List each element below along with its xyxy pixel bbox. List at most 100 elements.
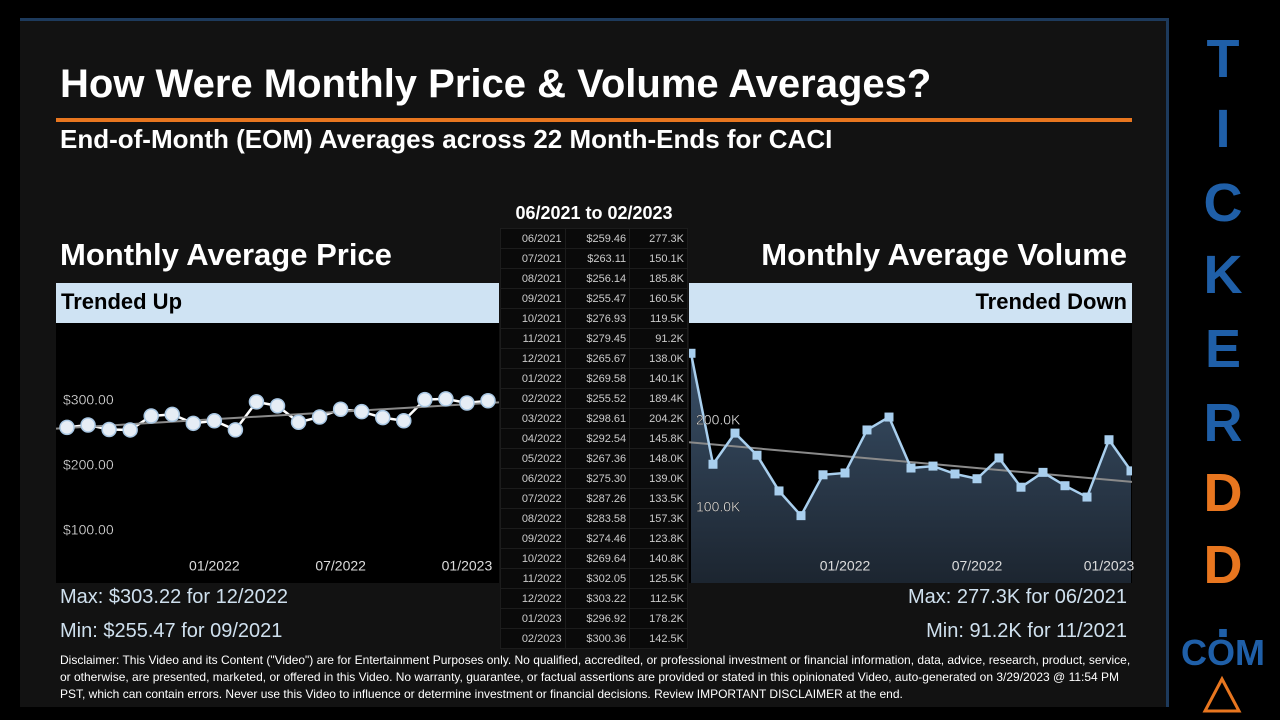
table-cell: $269.64 bbox=[564, 548, 631, 569]
trend-band: Trended Down bbox=[689, 283, 1132, 323]
table-row: 12/2021 $265.67 138.0K bbox=[500, 348, 688, 369]
table-cell: $287.26 bbox=[564, 488, 631, 509]
table-cell: $292.54 bbox=[564, 428, 631, 449]
table-cell: $267.36 bbox=[564, 448, 631, 469]
table-row: 08/2022 $283.58 157.3K bbox=[500, 508, 688, 529]
table-cell: $263.11 bbox=[564, 248, 631, 269]
table-row: 01/2022 $269.58 140.1K bbox=[500, 368, 688, 389]
y-tick-label: $200.00 bbox=[63, 457, 114, 473]
table-cell: 145.8K bbox=[629, 428, 688, 449]
table-cell: $265.67 bbox=[564, 348, 631, 369]
trend-line bbox=[689, 441, 1132, 483]
price-marker bbox=[417, 391, 433, 408]
y-tick-label: $300.00 bbox=[63, 392, 114, 408]
table-cell: $274.46 bbox=[564, 528, 631, 549]
table-cell: 02/2022 bbox=[500, 388, 566, 409]
price-marker bbox=[290, 414, 307, 430]
table-row: 12/2022 $303.22 112.5K bbox=[500, 588, 688, 609]
brand-letter: D bbox=[1203, 535, 1243, 595]
table-cell: $302.05 bbox=[564, 568, 631, 589]
table-cell: 139.0K bbox=[629, 468, 688, 489]
price-marker bbox=[311, 409, 328, 425]
table-cell: 140.8K bbox=[629, 548, 688, 569]
brand-letter: C bbox=[1203, 173, 1243, 233]
table-cell: $255.52 bbox=[564, 388, 631, 409]
data-table: 06/2021 $259.46 277.3K 07/2021 $263.11 150.1K… bbox=[500, 228, 688, 649]
table-cell: 09/2022 bbox=[500, 528, 566, 549]
volume-marker bbox=[1038, 467, 1048, 477]
y-tick-label: $100.00 bbox=[63, 522, 114, 538]
price-marker bbox=[269, 398, 286, 414]
table-cell: 04/2022 bbox=[500, 428, 566, 449]
table-row: 03/2022 $298.61 204.2K bbox=[500, 408, 688, 429]
title-rule bbox=[56, 118, 1132, 122]
table-cell: $303.22 bbox=[564, 588, 631, 609]
table-cell: $255.47 bbox=[564, 288, 631, 309]
table-cell: 189.4K bbox=[629, 388, 688, 409]
table-cell: 142.5K bbox=[629, 628, 688, 649]
table-row: 07/2021 $263.11 150.1K bbox=[500, 248, 688, 269]
y-tick-label: 200.0K bbox=[696, 411, 741, 427]
price-marker bbox=[101, 421, 117, 438]
table-title: 06/2021 to 02/2023 bbox=[515, 203, 673, 223]
section-title: Monthly Average Volume bbox=[761, 237, 1127, 272]
brand-letter: D bbox=[1203, 463, 1243, 523]
volume-marker bbox=[884, 412, 894, 422]
table-cell: 07/2021 bbox=[500, 248, 566, 269]
volume-marker bbox=[972, 474, 982, 484]
table-cell: 01/2023 bbox=[500, 608, 566, 629]
table-cell: 138.0K bbox=[629, 348, 688, 369]
table-cell: 133.5K bbox=[629, 488, 688, 509]
x-tick-label: 07/2022 bbox=[315, 558, 366, 574]
volume-marker bbox=[818, 470, 828, 480]
x-tick-label: 01/2022 bbox=[820, 558, 871, 574]
table-cell: 09/2021 bbox=[500, 288, 566, 309]
volume-marker bbox=[840, 468, 850, 478]
brand-letter: COM bbox=[1181, 632, 1265, 673]
brand-letter: R bbox=[1203, 393, 1243, 453]
table-row: 04/2022 $292.54 145.8K bbox=[500, 428, 688, 449]
volume-marker bbox=[994, 453, 1004, 463]
x-tick-label: 01/2023 bbox=[442, 558, 493, 574]
table-cell: $279.45 bbox=[564, 328, 631, 349]
max-label: Max: $303.22 for 12/2022 bbox=[60, 586, 288, 608]
table-cell: 119.5K bbox=[629, 308, 688, 329]
plot bbox=[689, 348, 1132, 583]
volume-marker bbox=[862, 425, 872, 435]
table-row: 11/2021 $279.45 91.2K bbox=[500, 328, 688, 349]
price-marker bbox=[59, 419, 75, 436]
table-row: 02/2023 $300.36 142.5K bbox=[500, 628, 688, 649]
table-cell: $256.14 bbox=[564, 268, 631, 289]
table-row: 06/2022 $275.30 139.0K bbox=[500, 468, 688, 489]
table-row: 08/2021 $256.14 185.8K bbox=[500, 268, 688, 289]
table-cell: 204.2K bbox=[629, 408, 688, 429]
table-cell: $269.58 bbox=[564, 368, 631, 389]
table-cell: 140.1K bbox=[629, 368, 688, 389]
price-marker bbox=[122, 422, 138, 438]
table-cell: $300.36 bbox=[564, 628, 631, 649]
price-marker bbox=[80, 417, 96, 433]
volume-marker bbox=[796, 511, 806, 521]
table-cell: 08/2022 bbox=[500, 508, 566, 529]
y-tick-label: 100.0K bbox=[696, 499, 741, 515]
table-cell: 150.1K bbox=[629, 248, 688, 269]
price-marker bbox=[459, 395, 475, 411]
volume-marker bbox=[752, 450, 762, 460]
volume-marker bbox=[774, 486, 784, 496]
max-label: Max: 277.3K for 06/2021 bbox=[907, 586, 1127, 608]
table-cell: 08/2021 bbox=[500, 268, 566, 289]
logo bbox=[1202, 675, 1242, 713]
table-cell: 11/2022 bbox=[500, 568, 566, 589]
x-tick-label: 01/2022 bbox=[189, 558, 240, 574]
table-row: 02/2022 $255.52 189.4K bbox=[500, 388, 688, 409]
price-marker bbox=[206, 413, 223, 429]
volume-marker bbox=[1060, 481, 1070, 491]
table-cell: $298.61 bbox=[564, 408, 631, 429]
table-row: 09/2021 $255.47 160.5K bbox=[500, 288, 688, 309]
table-row: 01/2023 $296.92 178.2K bbox=[500, 608, 688, 629]
volume-marker bbox=[906, 463, 916, 473]
price-marker bbox=[396, 412, 412, 429]
table-cell: 06/2022 bbox=[500, 468, 566, 489]
